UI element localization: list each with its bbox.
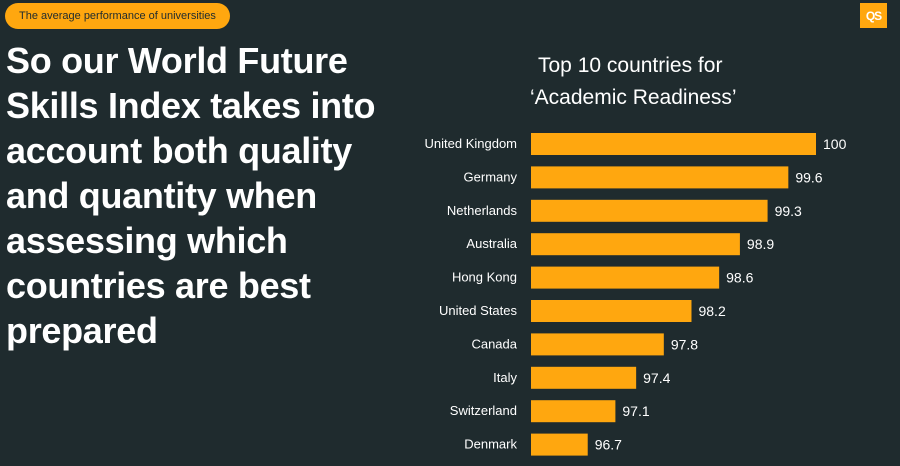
chart-title-line-1: Top 10 countries for [538,54,723,77]
bar-netherlands [531,199,768,222]
category-label-united-kingdom: United Kingdom [425,136,518,151]
category-label-netherlands: Netherlands [447,203,518,218]
category-label-germany: Germany [464,169,518,184]
category-label-canada: Canada [471,336,517,351]
value-label-switzerland: 97.1 [622,403,649,419]
bar-canada [531,333,664,356]
category-label-switzerland: Switzerland [450,403,517,418]
value-label-australia: 98.9 [747,236,774,252]
bar-united-states [531,300,692,322]
headline: So our World Future Skills Index takes i… [6,40,376,351]
bar-hong-kong [531,266,720,289]
value-label-germany: 99.6 [795,169,822,185]
bar-switzerland [531,400,616,423]
category-label-hong-kong: Hong Kong [452,270,517,285]
value-label-italy: 97.4 [643,370,670,386]
bar-united-kingdom [531,133,816,155]
bar-italy [531,366,637,389]
bar-australia [531,233,740,256]
bar-denmark [531,433,588,456]
chart-title-line-2: ‘Academic Readiness’ [530,86,737,109]
bar-germany [531,166,789,189]
category-label-denmark: Denmark [464,437,517,452]
value-label-netherlands: 99.3 [775,203,802,219]
category-label-united-states: United States [439,303,518,318]
value-label-hong-kong: 98.6 [726,270,753,286]
chart-title: Top 10 countries for ‘Academic Readiness… [500,50,800,114]
value-label-united-kingdom: 100 [823,136,847,152]
section-tag: The average performance of universities [5,3,230,29]
qs-logo: QS [860,3,887,28]
value-label-denmark: 96.7 [595,437,622,453]
category-label-australia: Australia [466,236,517,251]
value-label-canada: 97.8 [671,336,698,352]
category-label-italy: Italy [493,370,517,385]
value-label-united-states: 98.2 [698,303,725,319]
